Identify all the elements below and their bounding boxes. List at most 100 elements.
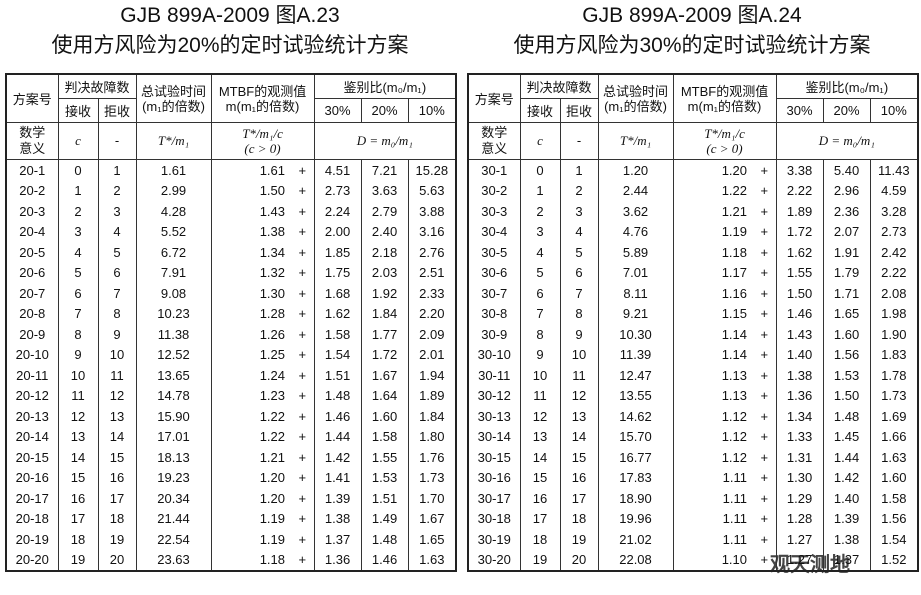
data-cell: 1.36: [775, 385, 824, 406]
data-cell: 2.51: [407, 262, 457, 283]
data-cell: 5.89: [597, 242, 674, 263]
data-cell: 1.84: [407, 406, 457, 427]
meaning-cell: D = m₀/m₁: [775, 122, 919, 160]
data-row: 30-17 16 17 18.90 1.11 +1.29 1.40 1.58: [467, 488, 919, 509]
data-row: 20-18 17 18 21.44 1.19 +1.38 1.49 1.67: [5, 508, 457, 529]
data-cell: 3.16: [407, 221, 457, 242]
data-cell: 1.52: [869, 549, 919, 571]
header-row: 方案号 判决故障数 总试验时间 (m₁的倍数) MTBF的观测值 m(m₁的倍数) 鉴别比(…: [467, 73, 919, 123]
data-row: 30-7 6 7 8.11 1.16 +1.50 1.71 2.08: [467, 283, 919, 304]
data-cell: 1.43: [775, 324, 824, 345]
data-cell: 1.78: [869, 365, 919, 386]
data-cell: 1.48: [822, 406, 871, 427]
data-cell: 8: [57, 324, 99, 345]
data-cell: 1.26: [210, 324, 292, 345]
data-cell: 12: [57, 406, 99, 427]
data-cell: 19: [559, 529, 599, 550]
data-cell: +: [753, 262, 777, 283]
table-subtitle: 使用方风险为30%的定时试验统计方案: [513, 34, 871, 57]
meaning-cell: 数学意义: [5, 122, 59, 160]
data-cell: 3.38: [775, 159, 824, 181]
data-cell: 11.39: [597, 344, 674, 365]
data-cell: 10: [97, 344, 137, 365]
data-cell: 1.27: [775, 549, 824, 571]
data-cell: 2.18: [360, 242, 409, 263]
plan-table: 方案号 判决故障数 总试验时间 (m₁的倍数) MTBF的观测值 m(m₁的倍数) 鉴别比(…: [5, 73, 458, 572]
data-cell: 20-17: [5, 488, 59, 509]
data-cell: 2.07: [822, 221, 871, 242]
data-cell: 2: [559, 180, 599, 201]
data-cell: 1.69: [869, 406, 919, 427]
data-cell: 1.33: [775, 426, 824, 447]
data-cell: 13: [57, 426, 99, 447]
data-cell: 14: [57, 447, 99, 468]
data-cell: 22.08: [597, 549, 674, 571]
data-cell: 16: [559, 467, 599, 488]
data-cell: 2.09: [407, 324, 457, 345]
data-cell: 1.21: [210, 447, 292, 468]
data-cell: 1.39: [822, 508, 871, 529]
data-cell: 19.23: [135, 467, 212, 488]
data-cell: 30-20: [467, 549, 521, 571]
header-cell: 30%: [775, 98, 824, 123]
data-cell: 2.42: [869, 242, 919, 263]
meaning-row: 数学意义 c - T*/m₁ T*/m₁/c (c > 0) D = m₀/m₁: [5, 122, 457, 160]
header-cell: 鉴别比(m₀/m₁): [775, 73, 919, 99]
data-cell: +: [291, 508, 315, 529]
data-cell: 1.50: [210, 180, 292, 201]
data-cell: +: [753, 303, 777, 324]
data-cell: 9.08: [135, 283, 212, 304]
data-cell: 10: [559, 344, 599, 365]
data-cell: 11: [559, 365, 599, 386]
data-cell: 1.42: [313, 447, 362, 468]
data-cell: 1.21: [672, 201, 754, 222]
data-cell: 0: [519, 159, 561, 181]
data-cell: 17: [559, 488, 599, 509]
data-cell: 2.33: [407, 283, 457, 304]
data-cell: 12.47: [597, 365, 674, 386]
data-cell: 30-17: [467, 488, 521, 509]
data-cell: 1.18: [210, 549, 292, 571]
data-cell: +: [291, 262, 315, 283]
data-cell: 19: [97, 529, 137, 550]
data-cell: 20-16: [5, 467, 59, 488]
data-cell: 20-19: [5, 529, 59, 550]
data-cell: 1.34: [775, 406, 824, 427]
data-cell: 23.63: [135, 549, 212, 571]
data-cell: 20: [97, 549, 137, 571]
header-cell-line: MTBF的观测值: [218, 83, 307, 99]
data-cell: 1.83: [869, 344, 919, 365]
data-cell: 4: [97, 221, 137, 242]
data-cell: 1.13: [672, 365, 754, 386]
data-cell: 30-7: [467, 283, 521, 304]
data-cell: 1.94: [407, 365, 457, 386]
data-cell: +: [291, 488, 315, 509]
data-cell: 1.50: [822, 385, 871, 406]
header-cell: 拒收: [97, 98, 137, 123]
data-cell: 4.59: [869, 180, 919, 201]
data-cell: 30-19: [467, 529, 521, 550]
data-cell: 4.76: [597, 221, 674, 242]
data-cell: 1.62: [313, 303, 362, 324]
data-cell: 17: [519, 508, 561, 529]
data-cell: 1.66: [869, 426, 919, 447]
data-cell: 1.17: [672, 262, 754, 283]
data-cell: 1.20: [597, 159, 674, 181]
data-cell: 1.20: [672, 159, 754, 181]
header-cell: MTBF的观测值 m(m₁的倍数): [210, 73, 315, 123]
data-cell: 1.55: [775, 262, 824, 283]
data-cell: 14.62: [597, 406, 674, 427]
data-cell: 1.46: [360, 549, 409, 571]
data-cell: 3: [559, 201, 599, 222]
meaning-cell: D = m₀/m₁: [313, 122, 457, 160]
data-cell: 30-6: [467, 262, 521, 283]
meaning-cell: T*/m₁/c (c > 0): [210, 122, 315, 160]
data-cell: 1.46: [313, 406, 362, 427]
data-cell: 1.49: [360, 508, 409, 529]
header-row: 方案号 判决故障数 总试验时间 (m₁的倍数) MTBF的观测值 m(m₁的倍数) 鉴别比(…: [5, 73, 457, 123]
data-cell: 20-3: [5, 201, 59, 222]
header-cell-line: MTBF的观测值: [680, 83, 769, 99]
data-cell: 20-2: [5, 180, 59, 201]
data-row: 30-4 3 4 4.76 1.19 +1.72 2.07 2.73: [467, 221, 919, 242]
data-cell: 1: [97, 159, 137, 181]
